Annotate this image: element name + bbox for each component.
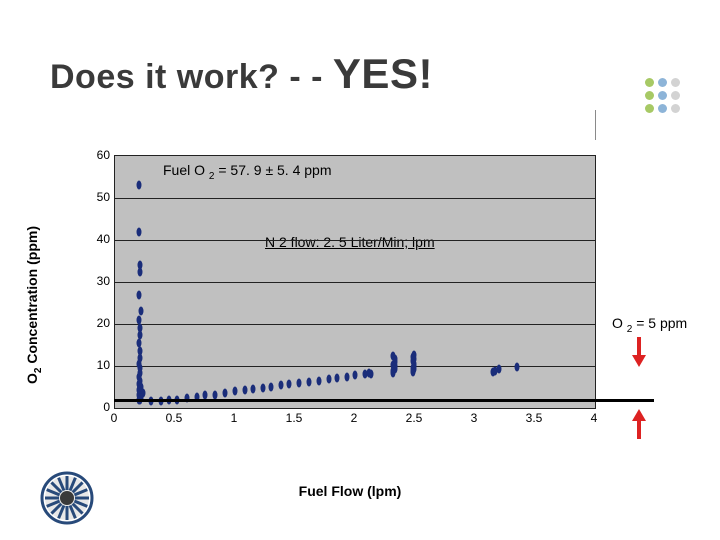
y-tick-label: 0 xyxy=(90,400,110,414)
data-point xyxy=(138,267,143,276)
x-tick-label: 3 xyxy=(471,411,478,425)
x-tick-label: 2.5 xyxy=(406,411,423,425)
y-tick-label: 20 xyxy=(90,316,110,330)
data-point xyxy=(251,385,256,394)
gridline xyxy=(115,282,595,283)
data-point xyxy=(317,376,322,385)
y-tick-label: 30 xyxy=(90,274,110,288)
slide-title: Does it work? - - YES! xyxy=(50,50,433,98)
data-point xyxy=(137,227,142,236)
arrow-icon xyxy=(632,409,646,439)
y-axis-label: O2 Concentration (ppm) xyxy=(24,226,44,384)
data-point xyxy=(287,380,292,389)
data-point xyxy=(367,368,372,377)
y-tick-label: 10 xyxy=(90,358,110,372)
data-point xyxy=(326,375,331,384)
x-tick-label: 0.5 xyxy=(166,411,183,425)
x-tick-label: 3.5 xyxy=(526,411,543,425)
logo-icon xyxy=(40,471,94,525)
data-point xyxy=(391,351,396,360)
gridline xyxy=(115,240,595,241)
x-tick-label: 2 xyxy=(351,411,358,425)
data-point xyxy=(296,379,301,388)
chart: O2 Concentration (ppm) Fuel O 2 = 57. 9 … xyxy=(60,155,640,455)
x-tick-label: 1.5 xyxy=(286,411,303,425)
data-point xyxy=(269,382,274,391)
data-point xyxy=(242,386,247,395)
decorative-dot-grid xyxy=(645,78,680,113)
data-point xyxy=(411,350,416,359)
data-point xyxy=(260,383,265,392)
data-point xyxy=(278,381,283,390)
data-point xyxy=(335,374,340,383)
x-tick-label: 0 xyxy=(111,411,118,425)
gridline xyxy=(115,198,595,199)
data-point xyxy=(137,181,142,190)
data-point xyxy=(307,377,312,386)
title-plain: Does it work? - - xyxy=(50,58,333,96)
annotation-n2-flow: N 2 flow: 2. 5 Liter/Min; lpm xyxy=(265,234,435,250)
data-point xyxy=(233,387,238,396)
title-emphasis: YES! xyxy=(333,50,433,97)
data-point xyxy=(392,362,397,371)
data-point xyxy=(223,389,228,398)
data-point xyxy=(353,370,358,379)
x-axis-label: Fuel Flow (lpm) xyxy=(299,483,402,499)
slide: Does it work? - - YES! O2 Concentration … xyxy=(0,0,720,540)
threshold-line xyxy=(114,399,654,402)
x-tick-label: 1 xyxy=(231,411,238,425)
annotation-fuel-o2: Fuel O 2 = 57. 9 ± 5. 4 ppm xyxy=(163,162,332,182)
data-point xyxy=(344,372,349,381)
data-point xyxy=(137,290,142,299)
plot-area: Fuel O 2 = 57. 9 ± 5. 4 ppm N 2 flow: 2.… xyxy=(114,155,596,409)
x-tick-label: 4 xyxy=(591,411,598,425)
gridline xyxy=(115,366,595,367)
data-point xyxy=(515,362,520,371)
data-point xyxy=(497,364,502,373)
y-tick-label: 50 xyxy=(90,190,110,204)
annotation-o2-5ppm: O 2 = 5 ppm xyxy=(612,315,687,335)
decorative-divider xyxy=(595,110,596,140)
y-tick-label: 60 xyxy=(90,148,110,162)
y-tick-label: 40 xyxy=(90,232,110,246)
arrow-icon xyxy=(632,337,646,367)
gridline xyxy=(115,324,595,325)
